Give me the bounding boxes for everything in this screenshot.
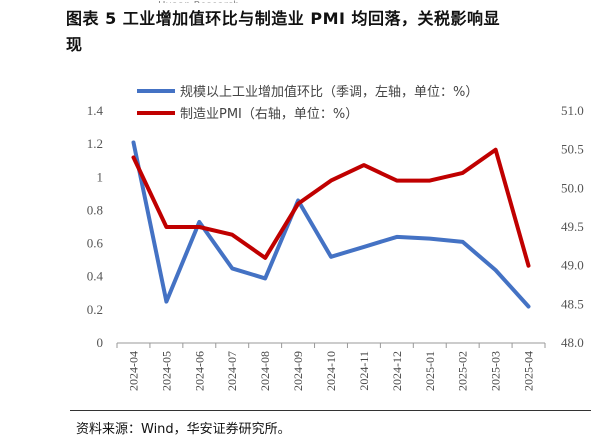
y-right-tick-label: 48.0 [561, 335, 584, 350]
x-tick-label: 2024-11 [357, 351, 371, 391]
x-tick-label: 2024-04 [126, 351, 140, 391]
legend-label: 制造业PMI（右轴，单位：%） [180, 107, 358, 122]
series-line-industrial-output [131, 140, 531, 309]
y-left-tick-label: 1 [97, 169, 104, 184]
x-tick-label: 2025-01 [423, 351, 437, 391]
y-right-tick-label: 51.0 [561, 103, 584, 118]
y-left-tick-label: 0 [97, 335, 104, 350]
x-tick-label: 2025-02 [456, 351, 470, 391]
x-tick-label: 2024-06 [192, 351, 206, 391]
x-tick-label: 2025-03 [489, 351, 503, 391]
y-left-tick-label: 0.6 [87, 236, 104, 251]
y-right-tick-label: 48.5 [561, 296, 584, 311]
series-line-pmi [131, 147, 531, 268]
y-left-tick-label: 0.4 [87, 269, 104, 284]
y-right-tick-label: 49.5 [561, 219, 584, 234]
x-tick-label: 2024-05 [159, 351, 173, 391]
clipped-watermark-text: Huaan Research [158, 0, 240, 3]
figure-title: 图表 5 工业增加值环比与制造业 PMI 均回落，关税影响显 现 [66, 6, 591, 58]
y-right-tick-label: 50.0 [561, 180, 584, 195]
y-left-tick-label: 1.4 [87, 103, 104, 118]
y-left-tick-label: 0.2 [87, 302, 103, 317]
source-divider [70, 410, 591, 411]
x-tick-label: 2024-08 [258, 351, 272, 391]
y-left-tick-label: 1.2 [87, 136, 103, 151]
figure-title-line1: 图表 5 工业增加值环比与制造业 PMI 均回落，关税影响显 [66, 9, 501, 28]
x-tick-label: 2024-12 [390, 351, 404, 391]
x-tick-label: 2025-04 [522, 351, 536, 391]
legend-label: 规模以上工业增加值环比（季调，左轴，单位：%） [180, 84, 478, 100]
y-left-tick-label: 0.8 [87, 202, 103, 217]
x-tick-label: 2024-07 [225, 351, 239, 391]
figure-title-line2: 现 [66, 35, 83, 54]
source-note: 资料来源：Wind，华安证券研究所。 [76, 422, 291, 437]
x-tick-label: 2024-10 [324, 351, 338, 391]
y-right-tick-label: 50.5 [561, 142, 584, 157]
y-right-tick-label: 49.0 [561, 258, 584, 273]
x-tick-label: 2024-09 [291, 351, 305, 391]
